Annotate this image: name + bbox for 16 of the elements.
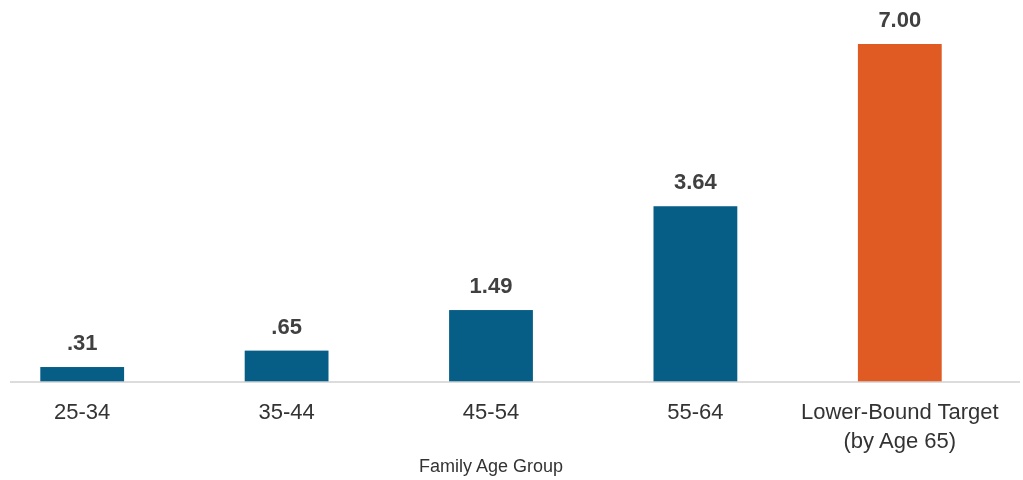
data-label: 7.00 [878, 7, 922, 32]
bar [653, 206, 738, 382]
bar [449, 310, 533, 382]
x-tick-label: Lower-Bound Target (by Age 65) [800, 399, 999, 453]
x-axis-title: Family Age Group [418, 456, 564, 476]
data-label: .65 [271, 313, 302, 339]
bar [40, 367, 125, 382]
x-tick-label: 55-64 [667, 399, 724, 424]
data-label: 1.49 [469, 273, 513, 299]
data-label: 3.64 [673, 169, 718, 195]
data-label: .31 [66, 330, 98, 356]
x-tick-label: 45-54 [462, 399, 520, 424]
x-tick-label: 35-44 [258, 399, 315, 424]
x-tick-label: 25-34 [54, 399, 111, 424]
bar [244, 350, 329, 382]
bar [857, 44, 942, 382]
